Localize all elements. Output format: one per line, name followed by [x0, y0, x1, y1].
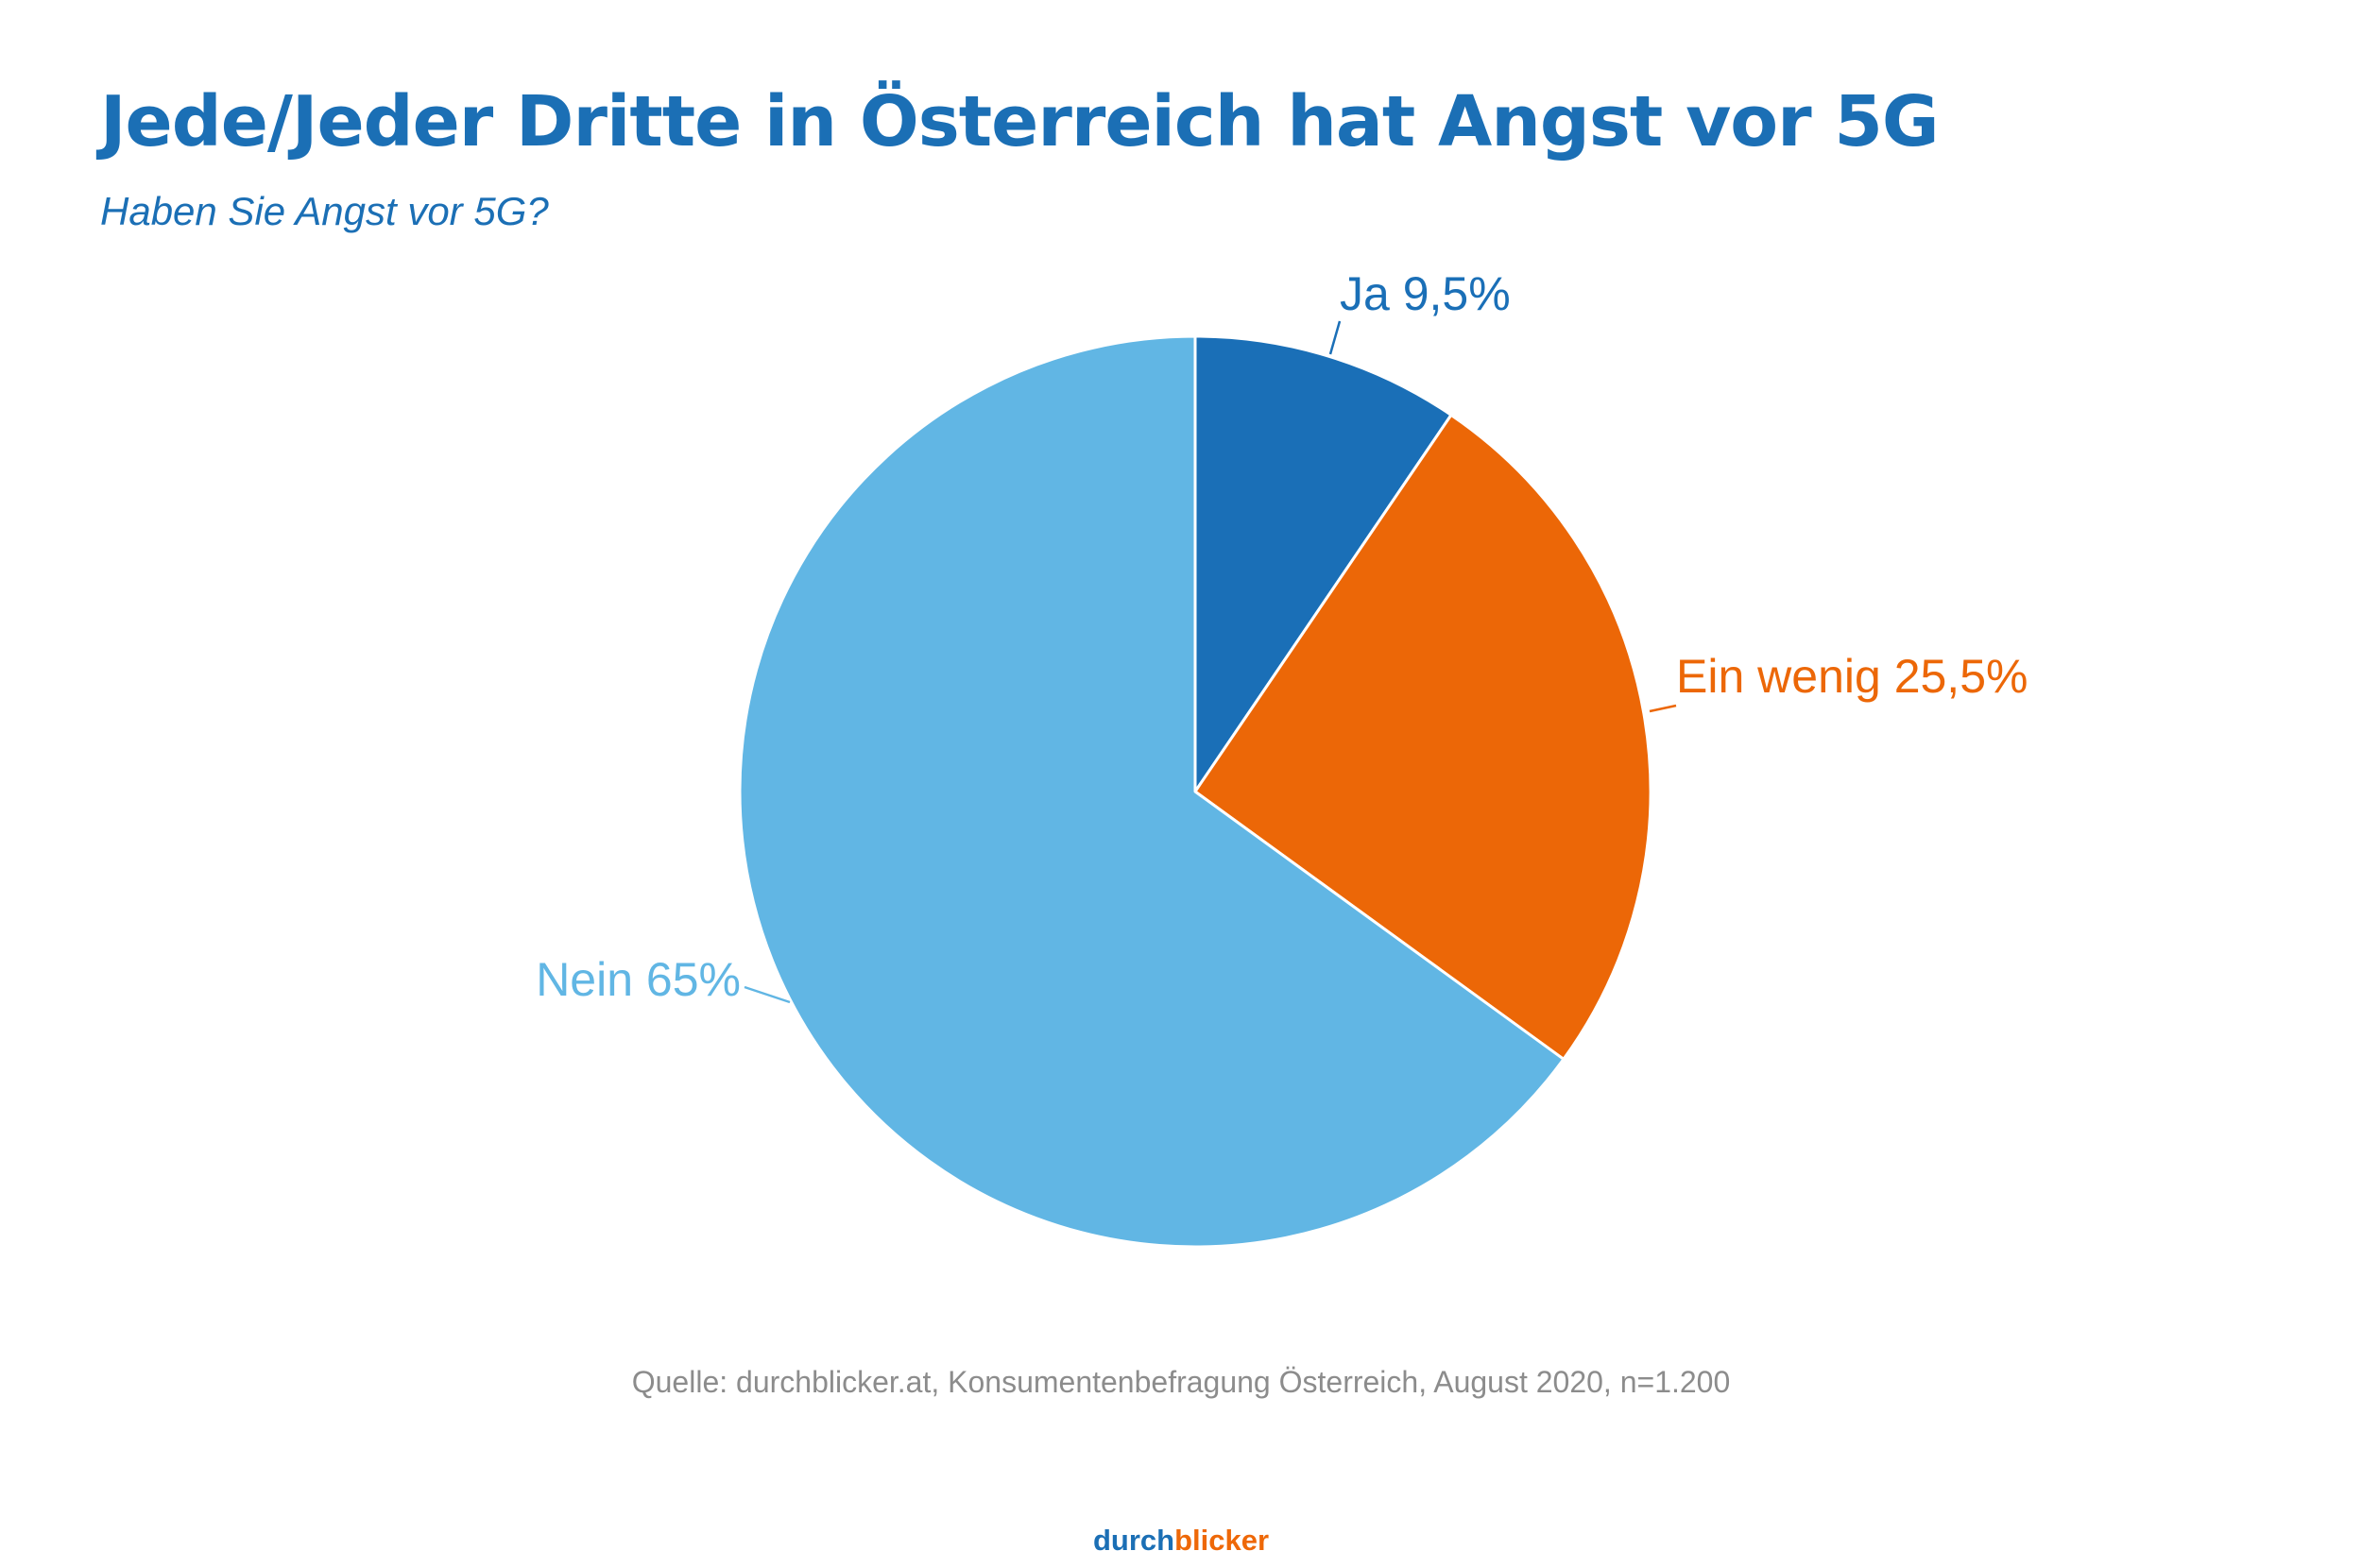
pie-slice-ein-wenig	[1193, 413, 1652, 1061]
slice-label-nein: Nein 65%	[536, 953, 741, 1006]
pie-slice-ja	[1193, 334, 1453, 793]
slice-label-ja: Ja 9,5%	[1340, 267, 1511, 320]
brand-logo: durchblicker	[0, 1524, 2362, 1558]
slice-label-ein-wenig: Ein wenig 25,5%	[1676, 650, 2028, 703]
source-note: Quelle: durchblicker.at, Konsumentenbefr…	[631, 1365, 1731, 1399]
leader-line-ja	[1328, 320, 1342, 355]
logo-part-blicker: blicker	[1174, 1524, 1270, 1557]
chart-title: Jede/Jeder Dritte in Österreich hat Angs…	[100, 81, 1940, 162]
pie-slices	[738, 334, 1652, 1249]
logo-part-durch: durch	[1092, 1524, 1175, 1557]
slice-labels: Ja 9,5% Ein wenig 25,5% Nein 65%	[536, 267, 2028, 1006]
leader-line-ein-wenig	[1649, 704, 1677, 713]
label-leader-lines	[744, 320, 1677, 1004]
chart-subtitle: Haben Sie Angst vor 5G?	[100, 189, 549, 233]
leader-line-nein	[744, 985, 791, 1004]
pie-slice-nein	[738, 334, 1566, 1249]
